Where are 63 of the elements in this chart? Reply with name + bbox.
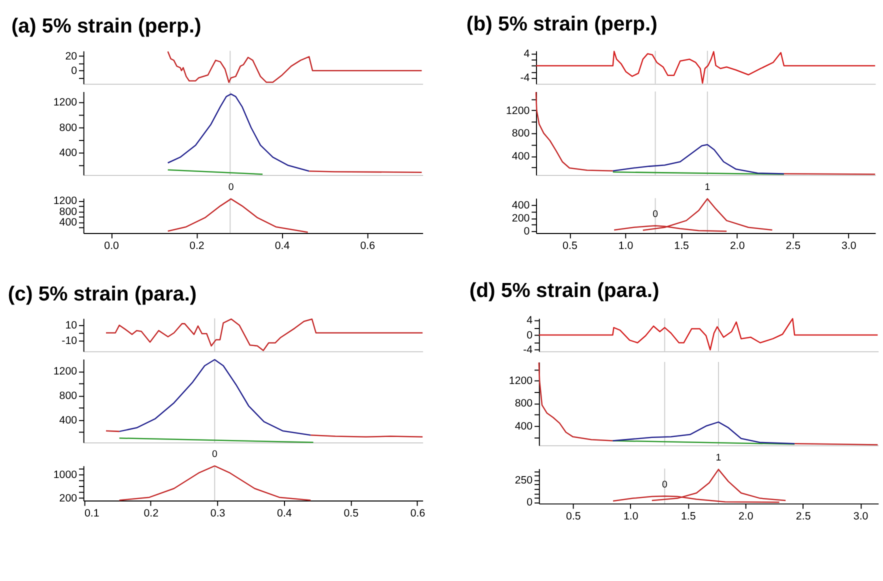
x-tick-label: 2.5 — [796, 510, 811, 522]
annotation: 0 — [662, 479, 668, 490]
x-tick-label: 0.2 — [190, 240, 204, 252]
y-tick-label: 800 — [59, 206, 78, 218]
y-tick-label: 200 — [512, 212, 530, 225]
y-tick-label: 1200 — [53, 96, 78, 109]
y-tick-label: 20 — [65, 50, 78, 62]
y-tick-label: 400 — [512, 150, 530, 162]
x-tick-label: 2.0 — [730, 240, 745, 252]
y-tick-label: 800 — [59, 390, 78, 402]
x-tick-label: 3.0 — [853, 510, 868, 522]
y-tick-label: 0 — [526, 329, 533, 342]
annotation: 0 — [652, 209, 659, 220]
y-tick-label: 0 — [524, 226, 530, 238]
x-tick-label: 0.5 — [344, 508, 359, 520]
y-tick-label: 800 — [59, 122, 78, 134]
annotation: 1 — [704, 182, 710, 194]
y-tick-label: 1200 — [53, 195, 78, 208]
annotation: 0 — [228, 182, 234, 194]
y-tick-label: 1200 — [53, 366, 78, 378]
y-tick-label: 200 — [59, 492, 78, 504]
x-tick-label: 0.4 — [277, 508, 292, 520]
x-tick-label: 3.0 — [842, 240, 856, 252]
x-tick-label: 2.0 — [738, 510, 754, 522]
y-tick-label: -10 — [62, 334, 78, 347]
y-tick-label: 800 — [514, 398, 533, 410]
x-tick-label: 0.0 — [104, 240, 120, 252]
x-tick-label: 1.0 — [623, 510, 638, 522]
x-tick-label: 0.2 — [144, 508, 159, 520]
x-tick-label: 0.4 — [274, 240, 290, 252]
y-tick-label: 400 — [514, 420, 533, 432]
y-tick-label: 0 — [71, 64, 78, 77]
y-tick-label: 400 — [59, 216, 78, 229]
y-tick-label: -4 — [523, 344, 533, 356]
y-tick-label: 1000 — [53, 468, 78, 481]
x-tick-label: 0.3 — [210, 508, 226, 520]
x-tick-label: 0.6 — [360, 240, 376, 252]
x-tick-label: 1.0 — [618, 240, 634, 252]
x-tick-label: 0.5 — [566, 510, 581, 522]
y-tick-label: 4 — [524, 48, 530, 60]
y-tick-label: 1200 — [508, 375, 533, 388]
x-tick-label: 1.5 — [674, 240, 690, 252]
y-tick-label: 4 — [526, 314, 533, 327]
chart-title: (a) 5% strain (perp.) — [11, 16, 202, 38]
y-tick-label: 10 — [65, 320, 78, 332]
y-tick-label: 400 — [59, 147, 78, 160]
y-tick-label: 0 — [526, 496, 533, 509]
x-tick-label: 0.1 — [84, 508, 100, 520]
x-tick-label: 0.5 — [562, 240, 578, 252]
annotation: 1 — [716, 452, 722, 464]
chart-title: (c) 5% strain (para.) — [8, 283, 197, 306]
chart-title: (d) 5% strain (para.) — [469, 280, 660, 302]
x-tick-label: 1.5 — [680, 510, 696, 522]
x-tick-label: 2.5 — [786, 240, 801, 252]
chart-title: (b) 5% strain (perp.) — [466, 14, 658, 36]
y-tick-label: 400 — [59, 414, 78, 426]
y-tick-label: 250 — [514, 474, 533, 486]
annotation: 0 — [212, 449, 218, 460]
y-tick-label: 800 — [512, 128, 530, 140]
y-tick-label: -4 — [520, 72, 530, 84]
y-tick-label: 400 — [512, 200, 530, 212]
x-tick-label: 0.6 — [410, 508, 426, 520]
y-tick-label: 1200 — [506, 104, 530, 117]
